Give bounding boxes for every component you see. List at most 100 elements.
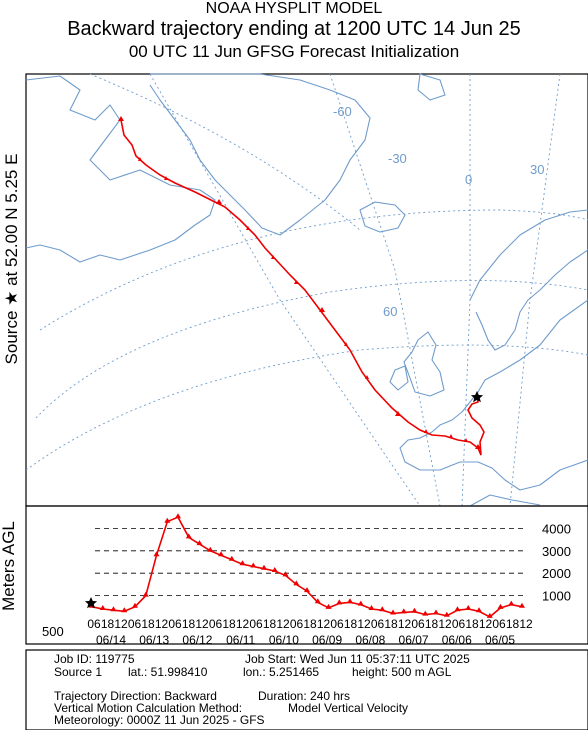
x-hour-label: 06 [168,617,182,631]
x-date-label: 06/14 [96,633,126,647]
x-hour-label: 12 [357,617,371,631]
meteorology: Meteorology: 0000Z 11 Jun 2025 - GFS [54,713,265,727]
coast-ireland [389,365,409,391]
x-hour-label: 18 [425,617,439,631]
height-marker [228,555,235,561]
height-marker [261,564,267,570]
x-hour-label: 18 [182,617,196,631]
x-date-label: 06/09 [312,633,342,647]
height-marker [271,567,278,572]
source-number: Source 1 [54,665,103,679]
source-star-map [470,391,484,403]
height-marker [153,551,160,557]
x-hour-label: 06 [249,617,263,631]
x-hour-label: 06 [452,617,466,631]
lat-label-60: 60 [383,304,397,319]
height-marker [443,611,450,617]
height-marker [400,608,407,614]
height-left-label: 500 [42,624,64,639]
lon-label-minus30: -30 [388,151,407,166]
job-id: Job ID: 119775 [54,652,135,666]
height-marker [293,580,300,586]
x-hour-label: 18 [465,617,479,631]
x-hour-label: 18 [141,617,155,631]
x-hour-label: 12 [519,617,533,631]
x-date-label: 06/08 [355,633,385,647]
height-marker [411,607,418,613]
height-marker [175,513,181,519]
title-line-1: NOAA HYSPLIT MODEL [205,0,383,17]
info-frame [25,649,588,730]
height-marker [519,602,525,608]
coast-svalbard [417,73,446,101]
x-hour-label: 18 [384,617,398,631]
height-marker [99,605,106,610]
map-frame [25,73,588,507]
vertical-motion-label: Vertical Motion Calculation Method: [54,701,243,715]
x-hour-label: 06 [87,617,101,631]
x-hour-labels: 06 18 12 06 18 12 06 18 12 06 18 12 06 18 12 06 18 12 06 18… [87,617,533,631]
height-marker [433,609,439,615]
graticule-labels: -60 -30 0 30 60 [333,104,544,319]
height-marker [196,540,203,546]
map-trajectory [118,116,485,456]
height-grid [95,528,525,596]
height-marker [304,587,310,593]
height-series-line [91,516,523,618]
x-hour-label: 18 [303,617,317,631]
lon-label-30: 30 [530,162,544,177]
vertical-motion-value: Model Vertical Velocity [288,701,409,715]
lon-label-0: 0 [465,172,472,187]
height-series-markers [89,513,525,618]
coast-europe [399,299,588,491]
map-graticule [25,73,588,507]
height-marker [239,560,246,566]
x-hour-label: 18 [506,617,520,631]
source-height: height: 500 m AGL [352,665,452,679]
height-marker [486,612,493,618]
height-marker [121,607,128,613]
coast-scandinavia [469,209,588,351]
lon-label-minus60: -60 [333,104,352,119]
height-tick-labels: 1000 2000 3000 4000 [542,521,571,603]
x-hour-label: 12 [479,617,493,631]
height-tick-label: 1000 [542,589,571,604]
x-date-label: 06/11 [226,633,255,647]
x-hour-label: 12 [276,617,290,631]
y-axis-label: Meters AGL [0,521,18,611]
x-hour-label: 06 [330,617,344,631]
source-lon: lon.: 5.251465 [243,665,320,679]
height-marker [508,600,515,606]
height-marker [325,603,332,609]
height-marker [476,607,482,613]
x-hour-label: 12 [236,617,250,631]
coast-greenland [149,73,371,236]
x-hour-label: 06 [290,617,304,631]
height-marker [207,546,214,552]
height-marker [379,606,386,612]
height-marker [250,562,257,568]
height-marker [368,605,375,610]
x-hour-label: 12 [155,617,169,631]
x-hour-label: 06 [128,617,142,631]
trajectory-direction: Trajectory Direction: Backward [54,689,217,703]
height-tick-label: 4000 [542,521,571,536]
height-tick-label: 3000 [542,544,571,559]
x-hour-label: 18 [263,617,277,631]
coast-uk [403,331,445,397]
source-lat: lat.: 51.998410 [128,665,208,679]
height-marker [336,599,343,605]
height-marker [142,591,149,597]
x-hour-label: 06 [411,617,425,631]
height-marker [390,609,396,615]
height-frame [25,505,588,645]
height-marker [314,598,321,604]
x-hour-label: 12 [398,617,412,631]
x-hour-label: 12 [438,617,452,631]
height-marker [357,600,364,606]
coast-canada [25,75,216,263]
x-hour-label: 12 [195,617,209,631]
source-star-height [84,597,98,609]
height-tick-label: 2000 [542,566,571,581]
x-hour-label: 18 [344,617,358,631]
